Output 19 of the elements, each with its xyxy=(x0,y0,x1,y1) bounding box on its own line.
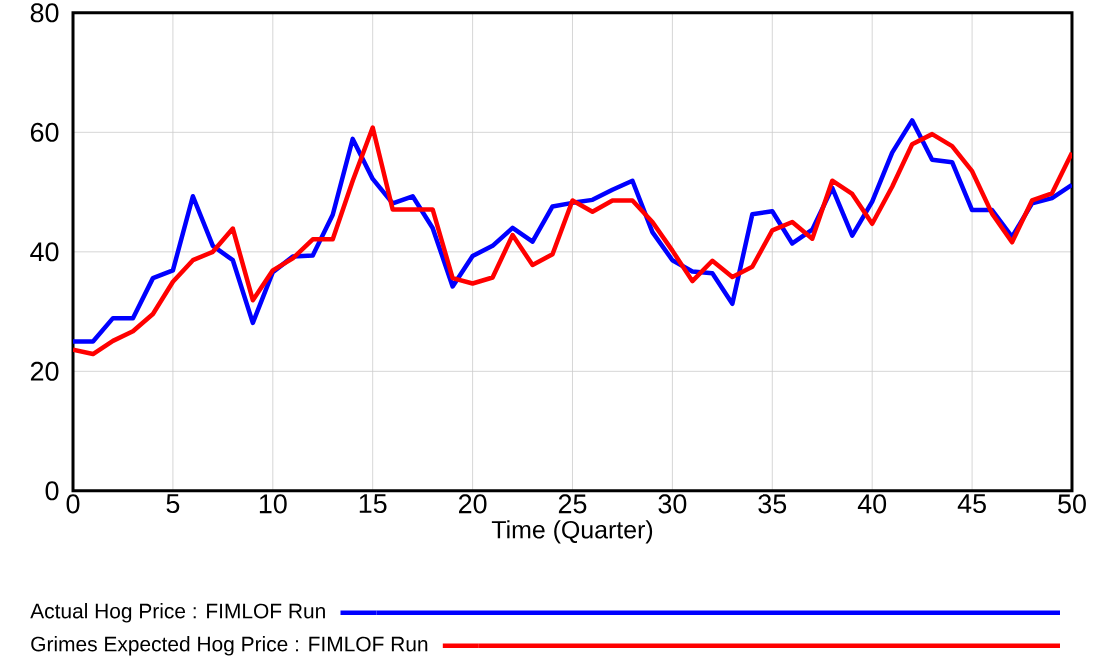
x-tick-label: 45 xyxy=(957,494,986,514)
x-tick-label: 50 xyxy=(1058,494,1086,514)
x-tick-label: 20 xyxy=(459,494,487,514)
y-tick-label: 80 xyxy=(30,3,59,23)
y-tick-label: 20 xyxy=(30,361,59,381)
legend-label: Actual Hog Price : FIMLOF Run xyxy=(30,603,325,623)
x-tick-label: 5 xyxy=(166,494,180,514)
x-tick-label: 30 xyxy=(658,494,687,514)
x-tick-label: 15 xyxy=(359,494,387,514)
x-axis-title: Time (Quarter) xyxy=(491,520,653,544)
legend-label: Grimes Expected Hog Price : FIMLOF Run xyxy=(31,636,428,656)
x-tick-label: 0 xyxy=(66,494,80,514)
x-tick-label: 40 xyxy=(857,494,887,514)
y-tick-label: 0 xyxy=(45,481,59,501)
x-tick-label: 10 xyxy=(259,494,287,514)
y-tick-label: 60 xyxy=(30,122,59,142)
x-tick-label: 25 xyxy=(558,494,587,514)
x-tick-label: 35 xyxy=(758,494,787,514)
y-tick-label: 40 xyxy=(30,242,59,262)
